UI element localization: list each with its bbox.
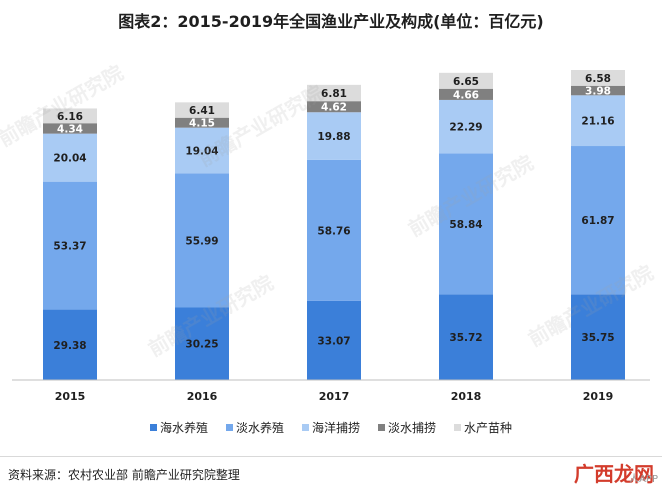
legend-label: 淡水养殖 xyxy=(235,421,284,435)
data-label: 35.75 xyxy=(581,332,614,344)
data-label: 6.65 xyxy=(453,76,479,88)
bar-segment xyxy=(175,173,229,308)
bar-segment xyxy=(43,309,97,380)
data-label: 6.16 xyxy=(57,111,83,123)
data-label: 20.04 xyxy=(53,153,86,165)
data-label: 6.41 xyxy=(189,105,215,117)
legend-label: 海水养殖 xyxy=(159,421,208,435)
data-label: 21.16 xyxy=(581,116,614,128)
bar-segment xyxy=(307,159,361,301)
bar-segment xyxy=(439,99,493,154)
bar-segment xyxy=(439,294,493,380)
bar-segment xyxy=(571,146,625,295)
bar-segment xyxy=(307,112,361,160)
data-label: 6.81 xyxy=(321,88,347,100)
legend-swatch xyxy=(301,424,309,431)
data-label: 4.34 xyxy=(57,123,83,135)
bar-segment xyxy=(175,127,229,174)
brand-watermark: 广西龙网 xyxy=(574,462,654,486)
bar-segment xyxy=(571,95,625,147)
data-label: 30.25 xyxy=(185,339,218,351)
data-label: 6.58 xyxy=(585,73,611,85)
footer-divider xyxy=(0,456,662,457)
source-note: 资料来源：农村农业部 前瞻产业研究院整理 xyxy=(8,468,240,482)
data-label: 35.72 xyxy=(449,332,482,344)
data-label: 53.37 xyxy=(53,241,86,253)
data-label: 4.15 xyxy=(189,118,215,130)
data-label: 4.66 xyxy=(453,89,479,101)
brand-watermark-sub: 人APP xyxy=(629,474,658,485)
bar-segment xyxy=(571,70,625,86)
bar-segment xyxy=(307,101,361,113)
bar-segment xyxy=(439,153,493,295)
x-tick-label: 2019 xyxy=(583,390,614,403)
data-label: 22.29 xyxy=(449,122,482,134)
data-label: 58.76 xyxy=(317,225,350,237)
stacked-bar-chart: 29.38 53.37 20.04 4.346.16 2015 30.25 55.99 19.… xyxy=(12,70,650,403)
x-tick-label: 2016 xyxy=(187,390,218,403)
data-label: 55.99 xyxy=(185,235,218,247)
legend-label: 淡水捕捞 xyxy=(388,421,437,435)
data-label: 33.07 xyxy=(317,335,350,347)
bar-segment xyxy=(439,72,493,89)
legend-label: 海洋捕捞 xyxy=(311,421,360,435)
legend-item: 淡水养殖 xyxy=(225,419,284,436)
legend-swatch xyxy=(378,424,385,431)
bar-segment xyxy=(571,294,625,380)
bar-segment xyxy=(43,123,97,134)
chart-title: 图表2：2015-2019年全国渔业产业及构成(单位：百亿元) xyxy=(118,12,544,31)
data-label: 19.88 xyxy=(317,131,350,143)
data-label: 3.98 xyxy=(585,86,611,98)
bar-segment xyxy=(439,88,493,100)
legend-swatch xyxy=(149,424,157,431)
bar-segment xyxy=(175,307,229,380)
bar-segment xyxy=(43,181,97,310)
legend-label: 水产苗种 xyxy=(464,421,513,435)
legend-item: 水产苗种 xyxy=(454,419,512,436)
x-tick-label: 2018 xyxy=(451,390,482,403)
labels-layer: 29.38 53.37 20.04 4.346.16 2015 30.25 55.99 19.… xyxy=(53,73,614,403)
bar-segment xyxy=(175,102,229,118)
data-label: 58.84 xyxy=(449,219,482,231)
bar-segment xyxy=(43,108,97,124)
bar-segment xyxy=(571,85,625,96)
x-tick-label: 2017 xyxy=(319,390,350,403)
legend-swatch xyxy=(225,424,233,431)
legend: 海水养殖 淡水养殖 海洋捕捞 淡水捕捞 水产苗种 xyxy=(0,419,662,436)
bars-layer xyxy=(43,70,625,380)
data-label: 19.04 xyxy=(185,145,218,157)
bar-segment xyxy=(307,84,361,102)
legend-item: 海水养殖 xyxy=(149,419,208,436)
data-label: 29.38 xyxy=(53,340,86,352)
data-label: 61.87 xyxy=(581,215,614,227)
data-label: 4.62 xyxy=(321,102,347,114)
legend-item: 海洋捕捞 xyxy=(301,419,360,436)
bar-segment xyxy=(43,133,97,182)
bar-segment xyxy=(175,117,229,128)
legend-item: 淡水捕捞 xyxy=(378,419,436,436)
legend-swatch xyxy=(454,424,462,431)
bar-segment xyxy=(307,300,361,380)
x-tick-label: 2015 xyxy=(55,390,86,403)
